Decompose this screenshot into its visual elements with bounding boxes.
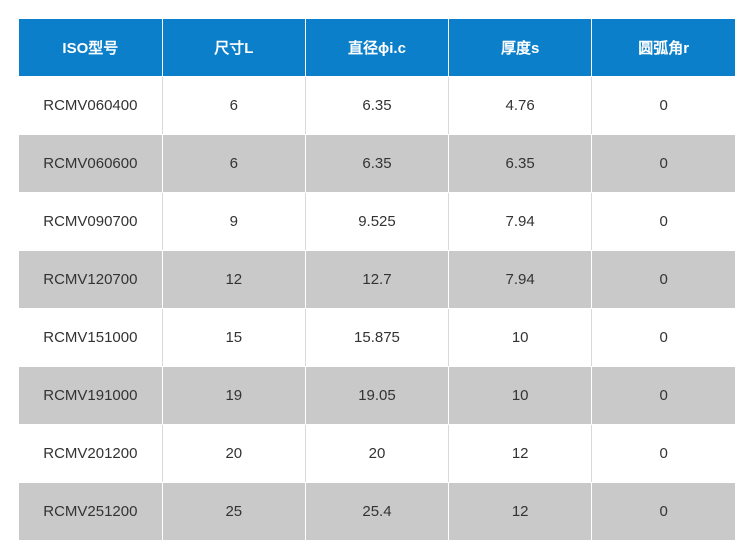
cell-iso-model: RCMV090700 [19, 192, 163, 251]
table-row: RCMV120700 12 12.7 7.94 0 [19, 250, 735, 309]
cell-diameter: 12.7 [305, 250, 450, 309]
cell-thickness: 10 [448, 308, 593, 367]
cell-diameter: 19.05 [305, 366, 450, 425]
table-row: RCMV060400 6 6.35 4.76 0 [19, 76, 735, 135]
cell-iso-model: RCMV120700 [19, 250, 163, 309]
cell-corner-radius: 0 [591, 250, 735, 309]
cell-corner-radius: 0 [591, 308, 735, 367]
cell-diameter: 6.35 [305, 134, 450, 193]
cell-size-l: 12 [162, 250, 306, 309]
header-iso-model: ISO型号 [19, 19, 163, 77]
cell-size-l: 25 [162, 482, 306, 541]
cell-diameter: 6.35 [305, 76, 450, 135]
cell-iso-model: RCMV151000 [19, 308, 163, 367]
cell-corner-radius: 0 [591, 192, 735, 251]
cell-size-l: 15 [162, 308, 306, 367]
cell-diameter: 9.525 [305, 192, 450, 251]
table-row: RCMV251200 25 25.4 12 0 [19, 482, 735, 541]
cell-diameter: 20 [305, 424, 450, 483]
cell-iso-model: RCMV251200 [19, 482, 163, 541]
cell-thickness: 4.76 [448, 76, 593, 135]
header-diameter: 直径ϕi.c [305, 19, 450, 77]
table-row: RCMV191000 19 19.05 10 0 [19, 366, 735, 425]
header-corner-radius: 圆弧角r [591, 19, 735, 77]
cell-size-l: 20 [162, 424, 306, 483]
table-header: ISO型号 尺寸L 直径ϕi.c 厚度s 圆弧角r [19, 19, 735, 77]
cell-diameter: 15.875 [305, 308, 450, 367]
cell-iso-model: RCMV060400 [19, 76, 163, 135]
cell-diameter: 25.4 [305, 482, 450, 541]
cell-size-l: 9 [162, 192, 306, 251]
cell-size-l: 6 [162, 76, 306, 135]
cell-thickness: 12 [448, 482, 593, 541]
cell-size-l: 19 [162, 366, 306, 425]
spec-table-container: ISO型号 尺寸L 直径ϕi.c 厚度s 圆弧角r RCMV060400 6 6… [19, 19, 735, 541]
insert-spec-table: ISO型号 尺寸L 直径ϕi.c 厚度s 圆弧角r RCMV060400 6 6… [19, 19, 735, 541]
table-body: RCMV060400 6 6.35 4.76 0 RCMV060600 6 6.… [19, 76, 735, 541]
cell-size-l: 6 [162, 134, 306, 193]
cell-thickness: 12 [448, 424, 593, 483]
cell-iso-model: RCMV201200 [19, 424, 163, 483]
cell-corner-radius: 0 [591, 424, 735, 483]
header-thickness: 厚度s [448, 19, 593, 77]
cell-thickness: 7.94 [448, 192, 593, 251]
cell-thickness: 7.94 [448, 250, 593, 309]
table-row: RCMV090700 9 9.525 7.94 0 [19, 192, 735, 251]
cell-thickness: 6.35 [448, 134, 593, 193]
cell-corner-radius: 0 [591, 134, 735, 193]
cell-iso-model: RCMV060600 [19, 134, 163, 193]
table-row: RCMV201200 20 20 12 0 [19, 424, 735, 483]
cell-iso-model: RCMV191000 [19, 366, 163, 425]
header-row: ISO型号 尺寸L 直径ϕi.c 厚度s 圆弧角r [19, 19, 735, 77]
cell-thickness: 10 [448, 366, 593, 425]
cell-corner-radius: 0 [591, 366, 735, 425]
table-row: RCMV060600 6 6.35 6.35 0 [19, 134, 735, 193]
cell-corner-radius: 0 [591, 482, 735, 541]
header-size-l: 尺寸L [162, 19, 306, 77]
cell-corner-radius: 0 [591, 76, 735, 135]
table-row: RCMV151000 15 15.875 10 0 [19, 308, 735, 367]
